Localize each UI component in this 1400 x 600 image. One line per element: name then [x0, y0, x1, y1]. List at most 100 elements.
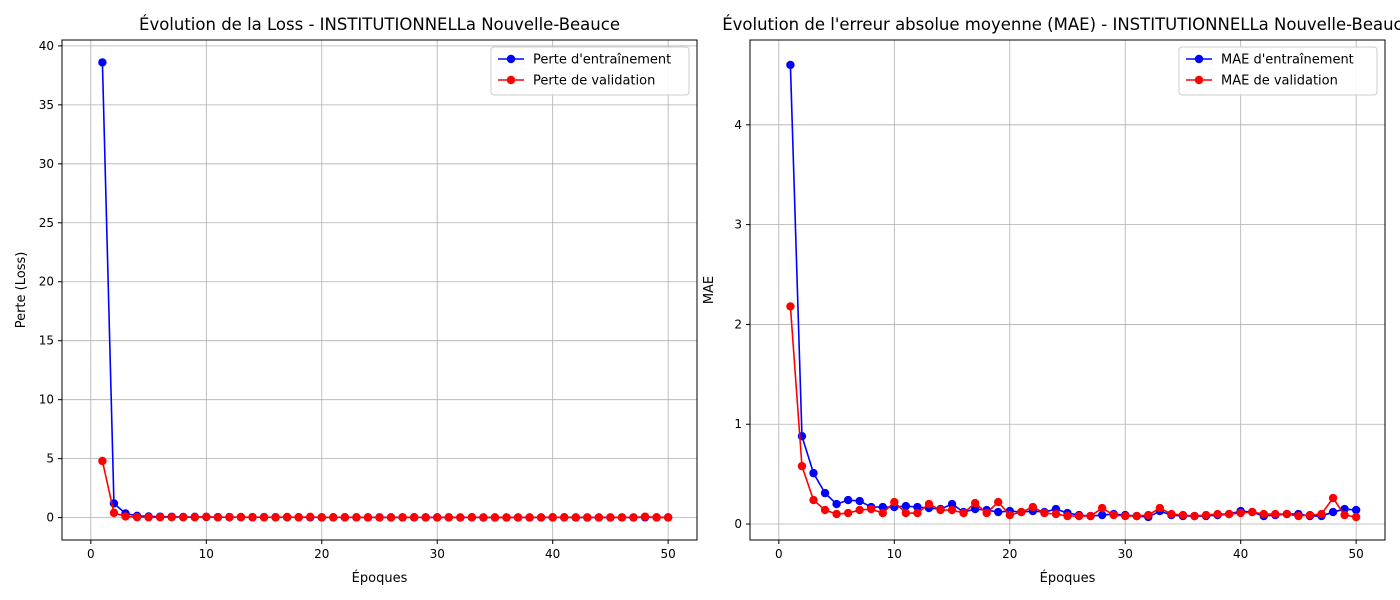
y-tick-label: 15	[39, 334, 54, 348]
y-ticks: 0 1 2 3 4	[734, 118, 750, 531]
y-axis-label: Perte (Loss)	[14, 252, 29, 329]
data-point	[502, 513, 511, 522]
legend-label: Perte de validation	[533, 74, 655, 89]
data-point	[947, 499, 957, 509]
data-point	[340, 513, 350, 522]
y-tick-label: 10	[39, 393, 54, 407]
x-ticks: 0 10 20 30 40 50	[87, 540, 676, 561]
data-point	[467, 513, 477, 522]
data-point	[924, 499, 934, 509]
series-1	[786, 60, 1361, 522]
data-point	[571, 513, 580, 522]
data-point	[513, 513, 523, 522]
data-point	[652, 513, 661, 522]
data-point	[809, 495, 818, 505]
series-2	[786, 302, 1361, 522]
legend: MAE d'entraînement MAE de validation	[1178, 46, 1378, 96]
legend-marker	[506, 54, 516, 64]
x-tick-label: 0	[775, 547, 783, 561]
y-tick-label: 20	[39, 275, 54, 289]
data-point	[1248, 507, 1257, 517]
y-tick-label: 35	[39, 98, 54, 112]
data-point	[1040, 508, 1049, 518]
data-point	[479, 513, 488, 522]
data-point	[1109, 510, 1118, 520]
x-tick-label: 0	[87, 547, 95, 561]
y-tick-label: 1	[734, 417, 742, 431]
series-1	[98, 58, 673, 522]
data-point	[1178, 510, 1188, 520]
legend-marker	[506, 75, 516, 85]
x-axis-label: Époques	[352, 570, 408, 586]
y-tick-label: 30	[39, 157, 54, 171]
data-point	[421, 513, 430, 522]
data-point	[202, 512, 211, 522]
y-ticks: 0 5 10 15 20 25 30 35 40	[39, 39, 62, 525]
data-point	[317, 513, 326, 522]
data-point	[1305, 510, 1315, 520]
data-point	[1086, 511, 1095, 521]
chart-panel-2: 0 10 20 30 40 50 0 1 2 3 4 Époques MAE Évolution de l…	[702, 15, 1400, 586]
data-point	[1144, 510, 1153, 520]
data-point	[959, 508, 968, 518]
data-point	[1190, 511, 1199, 521]
data-point	[144, 513, 153, 522]
data-point	[1351, 512, 1361, 522]
data-point	[1213, 509, 1222, 519]
y-axis-label: MAE	[702, 276, 717, 304]
data-point	[832, 509, 841, 519]
data-point	[629, 513, 638, 522]
legend-box	[1178, 46, 1378, 96]
data-point	[375, 513, 384, 522]
y-tick-label: 3	[734, 218, 742, 232]
data-point	[913, 508, 922, 518]
y-tick-label: 0	[734, 517, 742, 531]
data-point	[179, 513, 188, 522]
data-point	[1282, 509, 1292, 519]
data-point	[1121, 511, 1130, 521]
data-point	[936, 505, 945, 515]
legend-label: MAE d'entraînement	[1221, 53, 1354, 68]
data-point	[797, 461, 807, 471]
data-point	[890, 497, 899, 507]
data-point	[1351, 505, 1361, 515]
data-point	[329, 513, 338, 522]
grid-lines	[62, 40, 697, 540]
data-point	[855, 505, 864, 515]
series-line	[101, 460, 669, 519]
data-point	[1236, 508, 1245, 518]
data-point	[121, 512, 130, 521]
data-point	[259, 513, 269, 522]
data-point	[1201, 510, 1211, 520]
data-point	[901, 501, 911, 511]
data-point	[1074, 511, 1084, 521]
y-tick-label: 4	[734, 118, 742, 132]
data-point	[109, 508, 119, 518]
legend-box	[490, 46, 690, 96]
data-point	[1017, 507, 1026, 517]
data-point	[132, 512, 142, 522]
x-tick-label: 40	[1233, 547, 1248, 561]
data-point	[786, 302, 795, 311]
data-point	[867, 504, 876, 514]
data-point	[640, 512, 650, 521]
data-point	[1132, 511, 1141, 521]
legend-label: Perte d'entraînement	[533, 53, 671, 68]
data-point	[843, 508, 853, 518]
chart-title: Évolution de l'erreur absolue moyenne (M…	[722, 15, 1400, 34]
data-point	[878, 502, 887, 512]
y-tick-label: 25	[39, 216, 54, 230]
data-point	[970, 498, 980, 508]
legend-marker	[1194, 75, 1204, 85]
data-point	[913, 502, 922, 512]
data-point	[1167, 509, 1176, 519]
data-point	[282, 512, 292, 522]
data-point	[306, 512, 315, 522]
data-point	[213, 513, 223, 522]
data-point	[1155, 503, 1165, 513]
data-point	[820, 488, 830, 498]
x-tick-label: 50	[660, 547, 675, 561]
series-line	[101, 62, 669, 519]
legend-item-1: Perte d'entraînement	[498, 53, 671, 68]
